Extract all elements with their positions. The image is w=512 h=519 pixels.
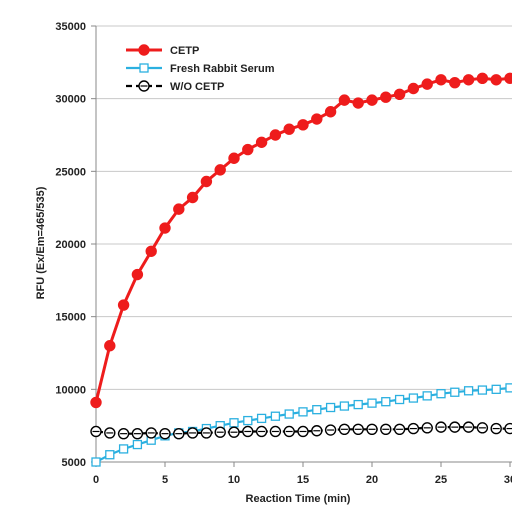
y-tick-label: 30000 xyxy=(55,94,86,106)
data-point xyxy=(270,130,280,140)
data-point xyxy=(140,64,148,72)
data-point xyxy=(139,45,149,55)
data-point xyxy=(492,385,500,393)
data-point xyxy=(230,419,238,427)
data-point xyxy=(340,402,348,410)
data-point xyxy=(271,412,279,420)
data-point xyxy=(312,114,322,124)
data-point xyxy=(327,404,335,412)
data-point xyxy=(187,192,197,202)
data-point xyxy=(229,153,239,163)
data-point xyxy=(285,410,293,418)
y-axis-title: RFU (Ex/Em=465/535) xyxy=(35,186,47,299)
data-point xyxy=(367,95,377,105)
data-point xyxy=(408,83,418,93)
data-point xyxy=(105,341,115,351)
x-tick-label: 30 xyxy=(504,474,512,486)
data-point xyxy=(118,300,128,310)
data-point xyxy=(422,79,432,89)
data-point xyxy=(215,165,225,175)
y-tick-label: 10000 xyxy=(55,384,86,396)
data-point xyxy=(298,120,308,130)
y-tick-label: 5000 xyxy=(62,457,86,469)
data-point xyxy=(133,441,141,449)
data-point xyxy=(409,394,417,402)
data-point xyxy=(325,107,335,117)
data-point xyxy=(106,451,114,459)
y-tick-label: 25000 xyxy=(55,166,86,178)
data-point xyxy=(465,387,473,395)
data-point xyxy=(244,417,252,425)
data-point xyxy=(174,204,184,214)
data-point xyxy=(353,98,363,108)
data-point xyxy=(368,399,376,407)
data-point xyxy=(505,73,512,83)
data-point xyxy=(92,458,100,466)
x-tick-label: 15 xyxy=(297,474,309,486)
data-point xyxy=(339,95,349,105)
legend-label: Fresh Rabbit Serum xyxy=(170,63,275,75)
y-tick-label: 15000 xyxy=(55,312,86,324)
data-point xyxy=(258,414,266,422)
legend-label: CETP xyxy=(170,45,199,57)
x-tick-label: 20 xyxy=(366,474,378,486)
x-tick-label: 5 xyxy=(162,474,168,486)
data-point xyxy=(394,89,404,99)
data-point xyxy=(396,396,404,404)
data-point xyxy=(436,75,446,85)
data-point xyxy=(382,398,390,406)
data-point xyxy=(423,392,431,400)
data-point xyxy=(243,144,253,154)
data-point xyxy=(146,246,156,256)
y-tick-label: 35000 xyxy=(55,21,86,33)
data-point xyxy=(478,386,486,394)
data-point xyxy=(91,397,101,407)
data-point xyxy=(463,75,473,85)
legend-label: W/O CETP xyxy=(170,81,224,93)
y-tick-label: 20000 xyxy=(55,239,86,251)
x-tick-label: 25 xyxy=(435,474,447,486)
data-point xyxy=(160,223,170,233)
data-point xyxy=(120,445,128,453)
data-point xyxy=(299,408,307,416)
data-point xyxy=(132,269,142,279)
data-point xyxy=(381,92,391,102)
data-point xyxy=(201,176,211,186)
data-point xyxy=(450,77,460,87)
data-point xyxy=(354,401,362,409)
data-point xyxy=(477,73,487,83)
x-axis-title: Reaction Time (min) xyxy=(246,493,351,505)
data-point xyxy=(313,406,321,414)
x-tick-label: 0 xyxy=(93,474,99,486)
data-point xyxy=(451,388,459,396)
data-point xyxy=(491,75,501,85)
data-point xyxy=(256,137,266,147)
data-point xyxy=(437,390,445,398)
x-tick-label: 10 xyxy=(228,474,240,486)
data-point xyxy=(506,384,512,392)
data-point xyxy=(284,124,294,134)
